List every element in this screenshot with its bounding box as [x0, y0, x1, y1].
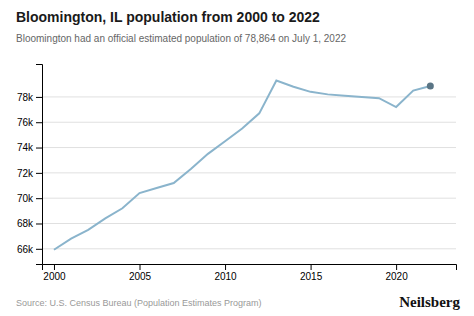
y-tick-mark — [36, 223, 42, 224]
subtitle: Bloomington had an official estimated po… — [16, 33, 346, 44]
grid-line — [42, 223, 456, 224]
x-tick: 2000 — [43, 264, 66, 282]
grid-line — [42, 172, 456, 173]
x-tick-mark — [311, 264, 312, 270]
branding: Neilsberg — [399, 294, 460, 310]
y-tick-label: 70k — [17, 193, 34, 204]
y-axis-line — [36, 65, 43, 265]
title: Bloomington, IL population from 2000 to … — [16, 9, 320, 25]
grid — [42, 97, 456, 249]
grid-line — [42, 198, 456, 199]
y-tick-label: 72k — [17, 168, 34, 179]
chart: Bloomington, IL population from 2000 to … — [0, 0, 474, 316]
x-axis: 2000 2005 2010 2015 2020 — [43, 264, 457, 282]
x-tick-mark — [54, 264, 55, 270]
source: Source: U.S. Census Bureau (Population E… — [16, 298, 262, 308]
line — [54, 80, 430, 249]
y-axis: 66k 68k 70k 72k 74k 76k 78k — [17, 65, 43, 265]
y-tick-label: 74k — [17, 142, 34, 153]
y-tick-mark — [36, 122, 42, 123]
x-tick: 2015 — [300, 264, 323, 282]
grid-line — [42, 248, 456, 249]
x-tick-label: 2020 — [385, 271, 408, 282]
y-tick-mark — [36, 198, 42, 199]
x-tick: 2010 — [214, 264, 237, 282]
y-tick: 68k — [17, 218, 42, 229]
x-tick-label: 2005 — [129, 271, 152, 282]
y-tick: 66k — [17, 244, 42, 255]
y-tick: 76k — [17, 117, 42, 128]
y-tick: 72k — [17, 168, 42, 179]
end-point — [427, 82, 434, 89]
x-tick-mark — [396, 264, 397, 270]
x-tick-label: 2015 — [300, 271, 323, 282]
y-tick-label: 68k — [17, 218, 34, 229]
x-tick-label: 2000 — [43, 271, 66, 282]
x-tick-mark — [140, 264, 141, 270]
y-tick-label: 76k — [17, 117, 34, 128]
x-axis-line — [43, 265, 457, 271]
plot: 2000 2005 2010 2015 2020 66k 68k 70k 72k 74k 76k 78… — [17, 65, 457, 283]
grid-line — [42, 96, 456, 97]
marks — [54, 80, 434, 249]
y-tick-label: 78k — [17, 92, 34, 103]
y-tick-mark — [36, 148, 42, 149]
y-tick-mark — [36, 173, 42, 174]
y-tick-mark — [36, 97, 42, 98]
y-tick-label: 66k — [17, 244, 34, 255]
x-tick: 2020 — [385, 264, 408, 282]
grid-line — [42, 147, 456, 148]
y-tick: 70k — [17, 193, 42, 204]
y-tick-mark — [36, 249, 42, 250]
x-tick-mark — [225, 264, 226, 270]
y-tick: 74k — [17, 142, 42, 153]
x-tick: 2005 — [129, 264, 152, 282]
y-tick: 78k — [17, 92, 42, 103]
x-tick-label: 2010 — [214, 271, 237, 282]
